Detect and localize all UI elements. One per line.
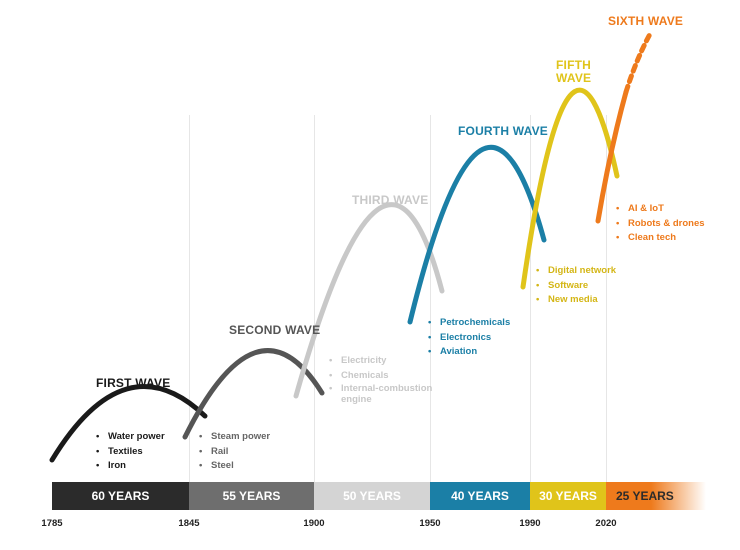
list-item: Electronics — [428, 331, 510, 346]
first-wave-title: FIRST WAVE — [96, 376, 171, 390]
year-label: 2020 — [595, 518, 617, 529]
timeline-segment-5: 30 YEARS — [530, 482, 606, 510]
sixth-wave-title: SIXTH WAVE — [608, 14, 684, 28]
list-item: Clean tech — [616, 231, 705, 246]
timeline-segment-1: 60 YEARS — [52, 482, 189, 510]
third-wave-curve — [293, 202, 445, 399]
divider-1990 — [530, 115, 531, 482]
segment-label: 50 YEARS — [343, 489, 401, 503]
fifth-wave-title-text: FIFTH WAVE — [556, 58, 592, 85]
segment-label: 55 YEARS — [222, 489, 281, 503]
fourth-wave-title: FOURTH WAVE — [458, 124, 548, 138]
fifth-wave-list: Digital network Software New media — [536, 264, 616, 308]
divider-1845 — [189, 115, 190, 482]
list-item: Petrochemicals — [428, 316, 510, 331]
list-item: Rail — [199, 445, 270, 460]
list-item: Chemicals — [329, 369, 437, 384]
list-item: Textiles — [96, 445, 165, 460]
first-wave-curve — [49, 384, 208, 463]
list-item: Electricity — [329, 354, 437, 369]
timeline-segment-2: 55 YEARS — [189, 482, 314, 510]
fourth-wave-curve — [407, 144, 547, 325]
segment-label: 25 YEARS — [616, 489, 674, 503]
second-wave-curve — [182, 348, 325, 440]
list-item: Robots & drones — [616, 217, 705, 232]
segment-label: 30 YEARS — [539, 489, 597, 503]
timeline-segment-6: 25 YEARS — [606, 482, 706, 510]
third-wave-title: THIRD WAVE — [352, 193, 429, 207]
year-label: 1785 — [41, 518, 63, 529]
list-item: Steam power — [199, 430, 270, 445]
divider-1950 — [430, 115, 431, 482]
timeline-segment-3: 50 YEARS — [314, 482, 430, 510]
timeline-segment-4: 40 YEARS — [430, 482, 530, 510]
list-item: Software — [536, 279, 616, 294]
list-item: Iron — [96, 459, 165, 474]
first-wave-list: Water power Textiles Iron — [96, 430, 165, 474]
list-item: AI & IoT — [616, 202, 705, 217]
list-item: Steel — [199, 459, 270, 474]
segment-label: 40 YEARS — [451, 489, 509, 503]
fourth-wave-list: Petrochemicals Electronics Aviation — [428, 316, 510, 360]
divider-1900 — [314, 115, 315, 482]
list-item: Digital network — [536, 264, 616, 279]
fifth-wave-curve — [520, 87, 620, 290]
list-item: New media — [536, 293, 616, 308]
fifth-wave-title: FIFTH WAVE — [556, 58, 592, 85]
year-label: 1900 — [303, 518, 325, 529]
year-label: 1950 — [419, 518, 441, 529]
sixth-wave-projection — [623, 31, 653, 95]
third-wave-list: Electricity Chemicals Internal-combustio… — [329, 354, 437, 405]
second-wave-title: SECOND WAVE — [229, 323, 321, 337]
sixth-wave-list: AI & IoT Robots & drones Clean tech — [616, 202, 705, 246]
year-label: 1990 — [519, 518, 541, 529]
sixth-wave-curve — [595, 89, 629, 224]
segment-label: 60 YEARS — [91, 489, 150, 503]
list-item: Aviation — [428, 345, 510, 360]
list-item: Internal-combustion engine — [329, 383, 437, 405]
year-label: 1845 — [178, 518, 200, 529]
second-wave-list: Steam power Rail Steel — [199, 430, 270, 474]
list-item: Water power — [96, 430, 165, 445]
